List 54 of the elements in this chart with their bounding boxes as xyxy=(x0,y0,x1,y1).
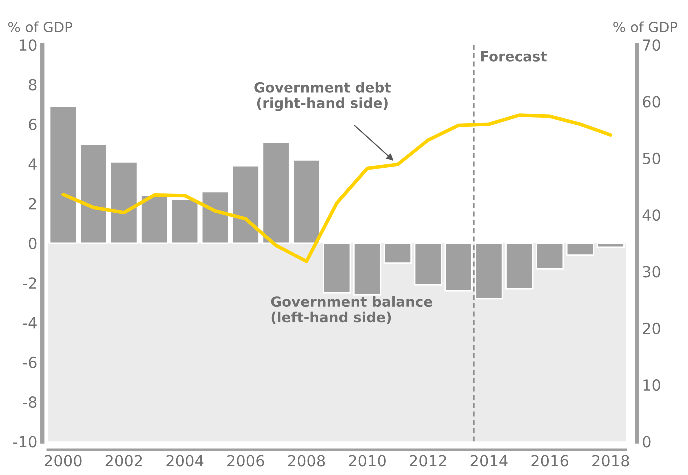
bar xyxy=(414,242,442,286)
bar xyxy=(80,144,108,244)
bar xyxy=(140,195,169,244)
x-tick-label: 2012 xyxy=(410,455,446,467)
bar xyxy=(506,242,534,290)
x-tick-label: 2018 xyxy=(592,455,630,467)
x-tick-label: 2010 xyxy=(349,455,386,467)
y-tick-label: -4 xyxy=(23,317,37,329)
bar xyxy=(110,161,138,244)
bar xyxy=(444,242,473,292)
bar xyxy=(384,242,412,264)
x-tick-label: 2002 xyxy=(106,455,142,467)
bar xyxy=(170,199,200,244)
y2-tick-label: 30 xyxy=(643,266,660,278)
y-tick-label: -10 xyxy=(14,436,37,448)
y-tick-label: -2 xyxy=(23,278,36,289)
y-tick-label: -6 xyxy=(23,356,37,368)
ref-line-label: Forecast xyxy=(481,52,548,62)
y-tick-label: 2 xyxy=(29,198,36,210)
bar xyxy=(232,165,260,244)
y2-tick-label: 70 xyxy=(643,40,660,52)
y-tick-label: -8 xyxy=(23,396,37,408)
y-axis-title: % of GDP xyxy=(8,22,72,33)
bar xyxy=(353,242,382,296)
x-tick-label: 2016 xyxy=(532,455,569,467)
line-series xyxy=(62,114,613,264)
y2-tick-label: 50 xyxy=(643,152,660,164)
bar xyxy=(262,142,290,244)
y-tick-label: 6 xyxy=(29,118,37,130)
y2-axis-title: % of GDP xyxy=(614,22,678,33)
y2-tick-label: 10 xyxy=(644,380,660,392)
bar xyxy=(536,242,564,270)
bar xyxy=(49,106,78,244)
bar xyxy=(566,242,595,256)
bar xyxy=(323,242,352,294)
y2-tick-label: 20 xyxy=(643,322,660,334)
bar xyxy=(475,242,504,300)
annotation: Government balance (left-hand side) xyxy=(271,296,432,324)
x-tick-label: 2008 xyxy=(288,455,326,467)
y2-tick-label: 60 xyxy=(643,96,660,108)
bar xyxy=(201,191,230,244)
x-tick-label: 2014 xyxy=(470,455,508,467)
y2-tick-label: 0 xyxy=(643,436,651,448)
y2-tick-label: 40 xyxy=(642,210,660,222)
y-tick-label: 10 xyxy=(20,40,37,52)
y-tick-label: 8 xyxy=(29,79,37,91)
y-tick-label: 4 xyxy=(28,158,37,170)
y-tick-label: 0 xyxy=(29,238,37,250)
bar xyxy=(292,159,321,244)
x-tick-label: 2004 xyxy=(166,455,204,467)
annotation: Government debt (right-hand side) xyxy=(254,82,392,112)
x-tick-label: 2006 xyxy=(228,455,264,467)
x-tick-label: 2000 xyxy=(45,455,82,467)
bar xyxy=(596,242,625,248)
